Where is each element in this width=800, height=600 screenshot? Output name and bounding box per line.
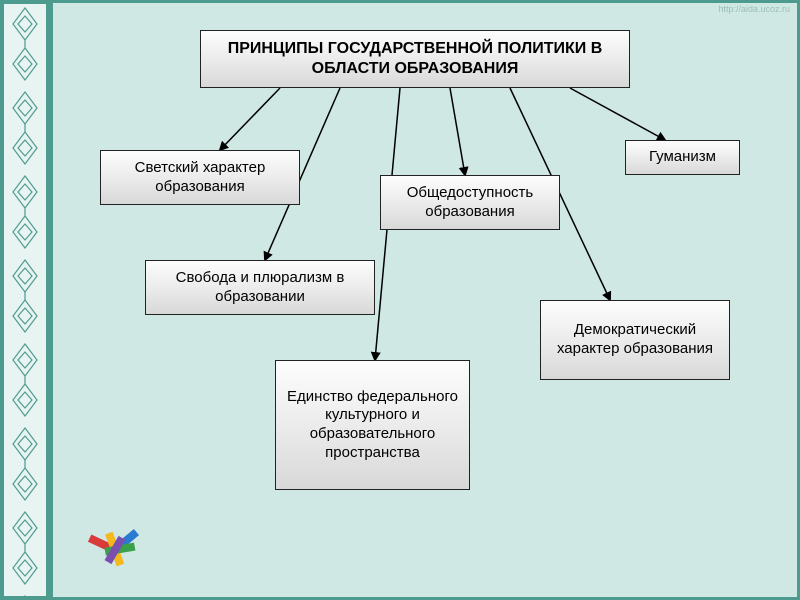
node-label: Единство федерального культурного и обра… (286, 388, 459, 463)
node-label: Гуманизм (649, 148, 716, 167)
node-label: Светский характер образования (111, 159, 289, 197)
left-border-pattern (4, 4, 46, 596)
title-text: ПРИНЦИПЫ ГОСУДАРСТВЕННОЙ ПОЛИТИКИ В ОБЛА… (211, 39, 619, 79)
node-label: Свобода и плюрализм в образовании (156, 269, 364, 307)
slide-stage: http://aida.ucoz.ru ПРИНЦИПЫ ГОСУДАРСТВЕ… (0, 0, 800, 600)
ornament-pattern (4, 4, 46, 596)
watermark: http://aida.ucoz.ru (718, 4, 790, 14)
content-area: http://aida.ucoz.ru ПРИНЦИПЫ ГОСУДАРСТВЕ… (50, 0, 800, 600)
node-box: Демократический характер образования (540, 300, 730, 380)
decorative-icon (80, 520, 150, 580)
title-box: ПРИНЦИПЫ ГОСУДАРСТВЕННОЙ ПОЛИТИКИ В ОБЛА… (200, 30, 630, 88)
node-box: Свобода и плюрализм в образовании (145, 260, 375, 315)
node-box: Единство федерального культурного и обра… (275, 360, 470, 490)
node-label: Общедоступность образования (391, 184, 549, 222)
node-box: Гуманизм (625, 140, 740, 175)
node-box: Светский характер образования (100, 150, 300, 205)
left-border (0, 0, 50, 600)
node-label: Демократический характер образования (551, 321, 719, 359)
node-box: Общедоступность образования (380, 175, 560, 230)
